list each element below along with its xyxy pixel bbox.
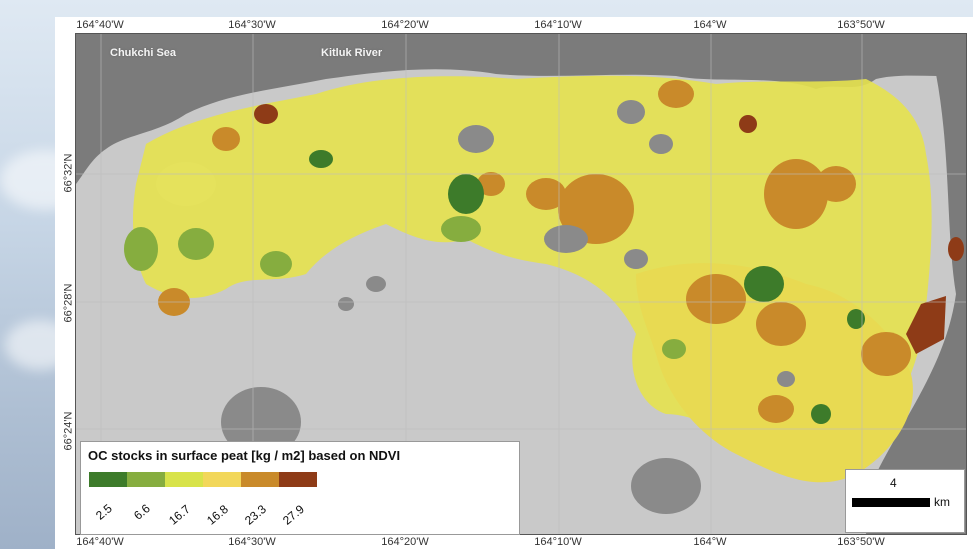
lake: [631, 458, 701, 514]
peat-polygon-6: [662, 339, 686, 359]
lon-tick-top: 164°40'W: [76, 19, 124, 31]
place-label-chukchi-sea: Chukchi Sea: [110, 47, 177, 59]
legend-title: OC stocks in surface peat [kg / m2] base…: [88, 448, 401, 463]
lon-tick-bottom: 164°10'W: [534, 536, 582, 548]
peat-polygon-27: [906, 296, 946, 354]
legend-swatch-2-5: [89, 472, 127, 487]
map-canvas: Chukchi Sea Kitluk River: [75, 33, 967, 535]
peat-polygon-6: [260, 251, 292, 277]
map-svg: [76, 34, 966, 534]
peat-polygon-2: [811, 404, 831, 424]
lat-tick-left: 66°32'N: [62, 153, 75, 193]
legend-label: 23.3: [242, 501, 269, 528]
peat-polygon-27: [739, 115, 757, 133]
lake: [366, 276, 386, 292]
peat-polygon-6: [178, 228, 214, 260]
lake: [458, 125, 494, 153]
peat-polygon-23: [526, 178, 566, 210]
peat-polygon-23: [758, 395, 794, 423]
legend-label: 16.7: [166, 501, 193, 528]
peat-polygon-23: [816, 166, 856, 202]
peat-polygon-23: [861, 332, 911, 376]
peat-polygon-23: [756, 302, 806, 346]
graticule: [76, 34, 966, 534]
lake: [777, 371, 795, 387]
lake: [649, 134, 673, 154]
legend-swatch-27-9: [279, 472, 317, 487]
lat-tick-left: 66°24'N: [62, 411, 75, 451]
lon-tick-top: 164°10'W: [534, 19, 582, 31]
lake: [624, 249, 648, 269]
legend-swatch-23-3: [241, 472, 279, 487]
peat-polygon-2: [448, 174, 484, 214]
scale-bar: 4 km: [845, 469, 965, 533]
map-figure: 164°40'W 164°30'W 164°20'W 164°10'W 164°…: [55, 17, 973, 549]
sea-area: [76, 34, 966, 184]
legend-label: 6.6: [131, 501, 153, 523]
legend-label: 27.9: [280, 501, 307, 528]
lon-tick-bottom: 164°40'W: [76, 536, 124, 548]
peat-polygon-2: [309, 150, 333, 168]
lon-tick-bottom: 163°50'W: [837, 536, 885, 548]
lon-tick-top: 164°W: [693, 19, 727, 31]
lon-tick-top: 164°20'W: [381, 19, 429, 31]
legend-label: 16.8: [204, 501, 231, 528]
peat-polygon-23: [212, 127, 240, 151]
peat-polygon-27: [254, 104, 278, 124]
peat-polygon-23: [558, 174, 634, 244]
peat-polygon-6: [124, 227, 158, 271]
peat-polygon-23: [686, 274, 746, 324]
legend-swatch-16-8: [203, 472, 241, 487]
scale-value: 4: [890, 476, 897, 490]
map-legend: OC stocks in surface peat [kg / m2] base…: [80, 441, 520, 535]
lon-tick-bottom: 164°20'W: [381, 536, 429, 548]
legend-label: 2.5: [93, 501, 115, 523]
east-water: [866, 74, 966, 534]
peat-polygon-27: [948, 237, 964, 261]
lake: [221, 387, 301, 457]
lake: [617, 100, 645, 124]
lat-tick-left: 66°28'N: [62, 283, 75, 323]
scale-bar-graphic: [852, 498, 930, 507]
legend-swatch-16-7: [165, 472, 203, 487]
place-label-kitluk-river: Kitluk River: [321, 47, 383, 59]
lon-tick-bottom: 164°W: [693, 536, 727, 548]
lon-tick-bottom: 164°30'W: [228, 536, 276, 548]
legend-swatch-6-6: [127, 472, 165, 487]
peat-polygon-23: [658, 80, 694, 108]
peat-polygon-2: [847, 309, 865, 329]
lon-tick-top: 163°50'W: [837, 19, 885, 31]
lake: [338, 297, 354, 311]
peat-polygon-23: [477, 172, 505, 196]
peat-polygon-2: [744, 266, 784, 302]
lake: [544, 225, 588, 253]
peat-polygon-23: [764, 159, 828, 229]
lon-tick-top: 164°30'W: [228, 19, 276, 31]
scale-unit: km: [934, 495, 950, 509]
peat-polygon-6: [441, 216, 481, 242]
